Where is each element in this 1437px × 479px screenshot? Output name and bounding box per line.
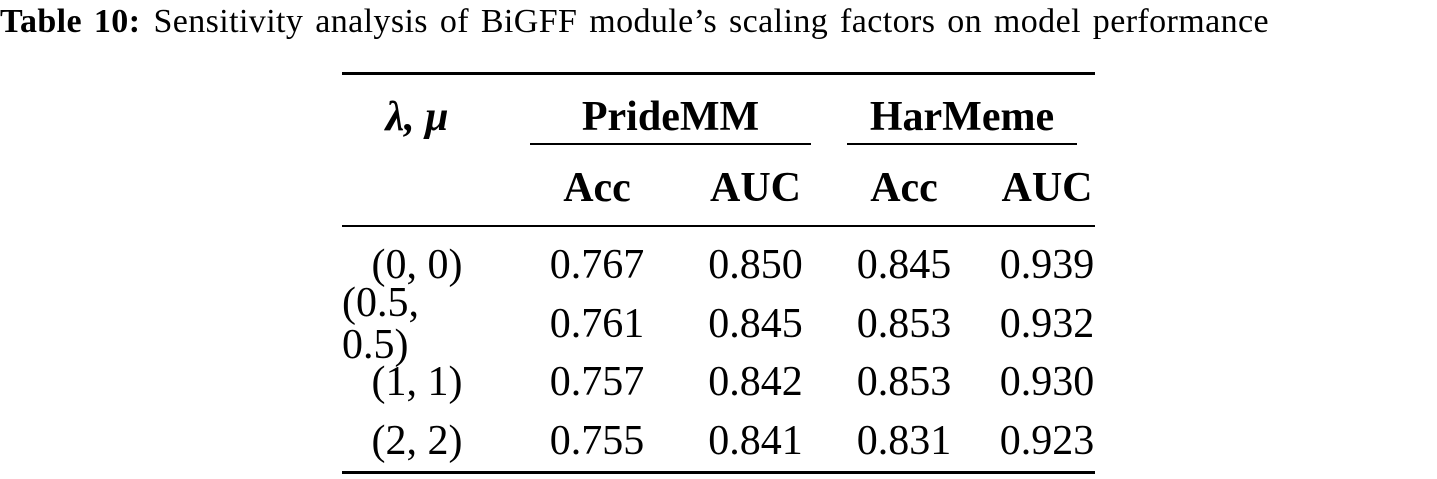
col-header-harmeme-auc: AUC — [979, 145, 1095, 227]
cell-value: 0.842 — [708, 359, 803, 405]
cell-value: 0.939 — [999, 242, 1095, 288]
cell-value: 0.761 — [549, 301, 645, 347]
cell-value: 0.853 — [856, 359, 952, 405]
caption-label: Table 10: — [0, 3, 141, 40]
caption-text: Sensitivity analysis of BiGFF module’s s… — [153, 3, 1269, 40]
row-params: (2, 2) — [371, 418, 463, 464]
cell-value: 0.767 — [549, 242, 645, 288]
group-header-pridemm: PrideMM — [512, 75, 829, 145]
row-params: (0.5, 0.5) — [342, 280, 419, 368]
cell-value: 0.755 — [549, 418, 645, 464]
row-params: (0, 0) — [371, 242, 463, 288]
table-caption: Table 10: Sensitivity analysis of BiGFF m… — [0, 1, 1437, 43]
cell-value: 0.932 — [999, 301, 1095, 347]
cell-value: 0.845 — [856, 242, 952, 288]
group-header-pridemm-label: PrideMM — [581, 94, 760, 140]
cmidrule-pridemm — [530, 143, 811, 145]
group-header-harmeme-label: HarMeme — [869, 94, 1055, 140]
cell-value: 0.923 — [999, 418, 1095, 464]
param-column-header: λ, μ — [385, 94, 449, 140]
empty-header-cell — [342, 145, 512, 227]
cell-value: 0.930 — [999, 359, 1095, 405]
group-header-harmeme: HarMeme — [829, 75, 1095, 145]
cell-value: 0.757 — [549, 359, 645, 405]
cell-value: 0.850 — [708, 242, 803, 288]
results-table: λ, μ PrideMM HarMeme Acc AUC Acc AUC (0,… — [342, 72, 1095, 474]
col-header-harmeme-acc: Acc — [829, 145, 979, 227]
col-header-pridemm-auc: AUC — [682, 145, 829, 227]
row-params: (1, 1) — [371, 359, 463, 405]
cell-value: 0.841 — [708, 418, 803, 464]
cell-value: 0.853 — [856, 301, 952, 347]
col-header-pridemm-acc: Acc — [512, 145, 682, 227]
cmidrule-harmeme — [847, 143, 1077, 145]
cell-value: 0.831 — [856, 418, 952, 464]
cell-value: 0.845 — [708, 301, 803, 347]
